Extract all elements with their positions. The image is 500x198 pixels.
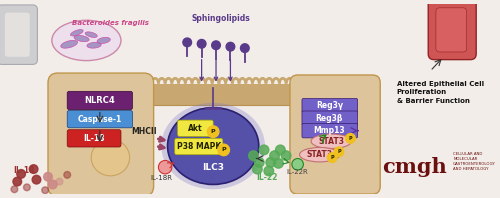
FancyBboxPatch shape (0, 5, 38, 64)
Text: Caspase-1: Caspase-1 (78, 115, 122, 124)
Text: Sphingolipids: Sphingolipids (192, 14, 250, 23)
Text: IL-18R: IL-18R (150, 175, 172, 181)
Circle shape (158, 160, 172, 174)
FancyBboxPatch shape (428, 0, 476, 60)
Text: IL-18: IL-18 (14, 166, 35, 175)
Text: Reg3γ: Reg3γ (316, 101, 343, 110)
Circle shape (252, 164, 262, 174)
Text: STAT3: STAT3 (318, 137, 344, 146)
Text: Akt: Akt (188, 124, 202, 133)
Circle shape (276, 145, 285, 155)
Circle shape (17, 169, 25, 178)
Text: P: P (337, 149, 340, 154)
Ellipse shape (87, 42, 102, 48)
Text: IL-18: IL-18 (84, 134, 105, 143)
Text: Bacteroides fragilis: Bacteroides fragilis (72, 20, 149, 26)
Circle shape (13, 177, 22, 186)
Text: STAT3: STAT3 (306, 150, 332, 159)
Circle shape (226, 42, 234, 51)
Ellipse shape (60, 40, 78, 48)
Circle shape (48, 180, 57, 189)
FancyBboxPatch shape (302, 111, 358, 125)
Circle shape (248, 151, 258, 160)
Circle shape (42, 187, 48, 194)
FancyBboxPatch shape (67, 91, 132, 109)
Text: IL-22R: IL-22R (287, 169, 308, 175)
Text: cmgh: cmgh (382, 157, 447, 177)
Circle shape (30, 165, 38, 173)
Ellipse shape (162, 103, 265, 189)
Circle shape (274, 159, 283, 168)
FancyBboxPatch shape (436, 8, 466, 52)
Text: P: P (222, 147, 226, 152)
Ellipse shape (91, 139, 130, 176)
Ellipse shape (70, 30, 83, 36)
Bar (56, 84, 368, 105)
Circle shape (44, 172, 52, 181)
Circle shape (64, 171, 70, 178)
Circle shape (259, 145, 269, 155)
Text: IL-22: IL-22 (256, 173, 278, 182)
Circle shape (198, 39, 206, 48)
Text: Altered Epithelial Cell
Proliferation
& Barrier Function: Altered Epithelial Cell Proliferation & … (396, 81, 484, 104)
FancyBboxPatch shape (67, 110, 132, 128)
Text: Reg3β: Reg3β (316, 114, 343, 123)
Circle shape (292, 159, 304, 170)
Circle shape (183, 38, 192, 47)
Circle shape (212, 41, 220, 50)
Circle shape (270, 151, 280, 160)
FancyBboxPatch shape (178, 120, 213, 136)
Circle shape (334, 147, 344, 157)
Text: CELLULAR AND
MOLECULAR
GASTROENTEROLOGY
AND HEPATOLOGY: CELLULAR AND MOLECULAR GASTROENTEROLOGY … (453, 152, 496, 171)
Circle shape (56, 178, 63, 185)
FancyBboxPatch shape (174, 138, 222, 155)
FancyBboxPatch shape (48, 73, 154, 196)
Circle shape (328, 153, 337, 162)
Text: P38 MAPK: P38 MAPK (176, 142, 221, 151)
Ellipse shape (85, 32, 98, 37)
Text: Mmp13: Mmp13 (314, 126, 345, 135)
Text: ILC3: ILC3 (202, 163, 224, 172)
Text: P: P (330, 155, 334, 160)
FancyBboxPatch shape (302, 99, 358, 113)
Text: MHCII: MHCII (131, 127, 157, 136)
FancyBboxPatch shape (67, 130, 121, 147)
Circle shape (254, 158, 264, 167)
FancyBboxPatch shape (302, 124, 358, 138)
FancyBboxPatch shape (5, 13, 30, 57)
Circle shape (208, 126, 219, 137)
Text: P: P (348, 136, 352, 141)
Text: P: P (211, 129, 216, 134)
Circle shape (346, 134, 355, 143)
Ellipse shape (311, 134, 352, 148)
Circle shape (218, 144, 230, 156)
Text: NLRC4: NLRC4 (84, 96, 115, 105)
Circle shape (24, 184, 30, 191)
Ellipse shape (52, 20, 121, 61)
Circle shape (264, 166, 274, 176)
Circle shape (240, 44, 249, 52)
FancyBboxPatch shape (290, 75, 380, 194)
Circle shape (282, 151, 291, 160)
Circle shape (32, 175, 41, 184)
Ellipse shape (74, 35, 89, 42)
Ellipse shape (97, 37, 110, 44)
Circle shape (266, 158, 276, 167)
Ellipse shape (300, 148, 340, 162)
Circle shape (11, 186, 18, 193)
Ellipse shape (168, 108, 259, 185)
